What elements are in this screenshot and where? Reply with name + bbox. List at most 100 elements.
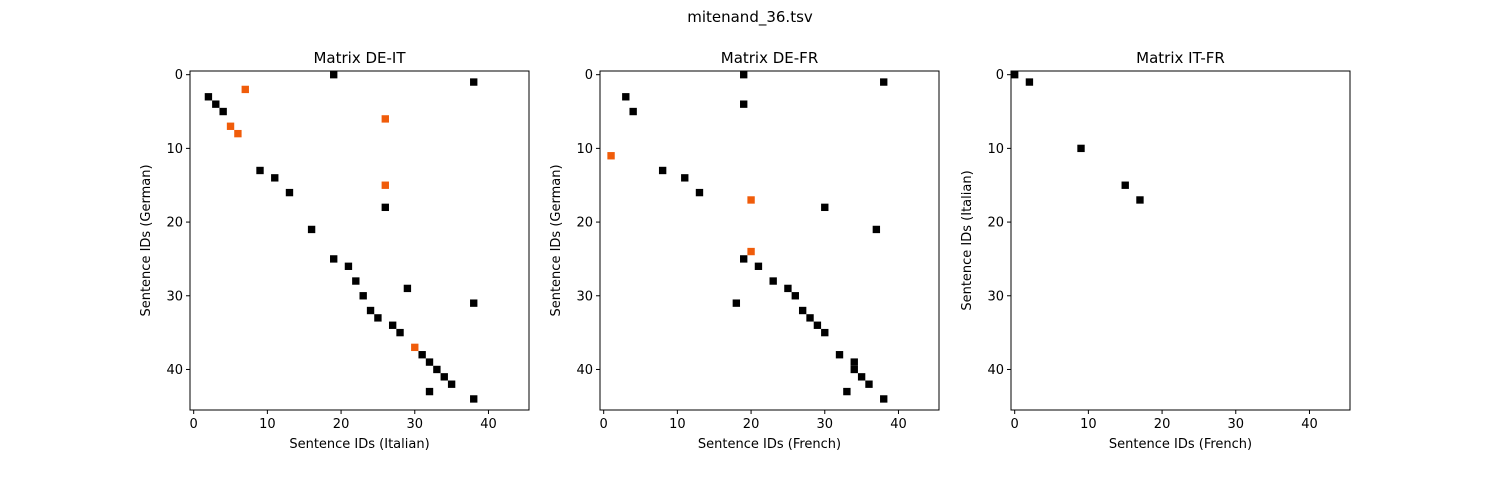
it-fr-cell xyxy=(1121,181,1129,189)
de-it-cell xyxy=(388,321,397,329)
de-it-cell xyxy=(212,100,220,108)
de-it-cell xyxy=(470,78,478,86)
panel-de-it: 0 10 20 30 40 0 10 20 30 40 Matrix DE-IT Sentence I… xyxy=(139,49,530,452)
it-fr-y-axis-label: Sentence IDs (Italian) xyxy=(960,170,975,310)
it-fr-cell xyxy=(1136,196,1144,204)
de-fr-cell xyxy=(607,152,615,160)
de-fr-x-tick-label: 40 xyxy=(890,417,907,432)
de-it-cell xyxy=(307,225,316,234)
de-fr-cell xyxy=(813,321,822,329)
de-fr-y-tick-label: 10 xyxy=(576,142,593,157)
it-fr-y-tick-label: 10 xyxy=(987,142,1004,157)
de-fr-cell xyxy=(798,306,807,315)
it-fr-title: Matrix IT-FR xyxy=(1136,49,1225,67)
it-fr-x-tick-label: 30 xyxy=(1227,417,1244,432)
de-it-cell xyxy=(226,122,235,130)
de-fr-cell xyxy=(681,174,689,182)
panel-it-fr: 0 10 20 30 40 0 10 20 30 40 Matrix IT-FR Sentence I… xyxy=(960,49,1351,452)
de-it-cell xyxy=(425,387,434,396)
de-it-cell xyxy=(470,395,478,403)
de-it-plot-area xyxy=(190,71,529,410)
de-it-y-tick-label: 30 xyxy=(166,289,183,304)
de-fr-cell xyxy=(865,380,873,388)
de-fr-x-tick-label: 10 xyxy=(669,417,686,432)
de-fr-cell xyxy=(740,71,748,79)
it-fr-axes-frame xyxy=(1010,70,1351,411)
de-fr-x-tick-label: 20 xyxy=(743,417,760,432)
de-it-cell xyxy=(359,292,367,300)
it-fr-plot-area xyxy=(1011,71,1350,410)
de-it-axes-frame xyxy=(189,70,530,411)
de-fr-cell xyxy=(769,277,777,285)
de-it-title: Matrix DE-IT xyxy=(313,49,406,67)
de-it-cell xyxy=(330,255,338,263)
de-fr-cell xyxy=(872,225,881,234)
it-fr-y-tick-label: 0 xyxy=(996,68,1004,83)
de-fr-y-tick-label: 40 xyxy=(576,363,593,378)
de-fr-cell xyxy=(658,166,667,175)
de-fr-cell xyxy=(821,203,829,212)
it-fr-x-axis-label: Sentence IDs (French) xyxy=(1109,437,1252,452)
it-fr-x-tick-label: 0 xyxy=(1011,417,1019,432)
de-fr-y-tick-label: 0 xyxy=(585,68,593,83)
de-it-cell xyxy=(366,306,375,315)
de-it-x-tick-label: 10 xyxy=(259,417,276,432)
de-it-cell xyxy=(352,277,360,285)
de-it-cell xyxy=(381,115,389,123)
de-fr-cell xyxy=(740,255,748,263)
de-it-cell xyxy=(234,129,242,138)
de-fr-cell xyxy=(843,387,851,396)
de-fr-cell xyxy=(629,107,637,116)
de-it-cell xyxy=(241,85,249,94)
de-fr-cell xyxy=(806,314,814,322)
de-it-cell xyxy=(447,380,456,388)
de-fr-cell xyxy=(821,328,829,337)
it-fr-x-tick-label: 40 xyxy=(1301,417,1318,432)
de-fr-x-tick-label: 30 xyxy=(816,417,833,432)
it-fr-y-tick-label: 30 xyxy=(987,289,1004,304)
de-fr-title: Matrix DE-FR xyxy=(721,49,819,67)
de-it-y-tick-label: 0 xyxy=(175,68,183,83)
de-it-cell xyxy=(219,107,227,116)
de-fr-cell xyxy=(740,100,748,108)
de-fr-cell xyxy=(747,247,755,256)
de-fr-y-tick-label: 30 xyxy=(576,289,593,304)
de-fr-cell xyxy=(880,78,888,86)
de-fr-y-axis-label: Sentence IDs (German) xyxy=(549,164,564,316)
de-fr-cell xyxy=(850,365,858,374)
de-fr-cell xyxy=(732,299,741,307)
de-it-y-tick-label: 20 xyxy=(166,216,183,231)
it-fr-cell xyxy=(1077,144,1085,153)
it-fr-y-tick-label: 20 xyxy=(987,216,1004,231)
de-fr-x-tick-label: 0 xyxy=(600,417,608,432)
de-fr-axes-frame xyxy=(599,70,940,411)
figure-suptitle: mitenand_36.tsv xyxy=(687,8,813,27)
it-fr-cell xyxy=(1011,71,1019,79)
de-it-cell xyxy=(256,166,264,175)
de-fr-cell xyxy=(695,188,704,197)
it-fr-x-tick-label: 20 xyxy=(1154,417,1171,432)
de-it-x-tick-label: 40 xyxy=(480,417,497,432)
de-it-cell xyxy=(425,358,434,366)
de-fr-x-axis-label: Sentence IDs (French) xyxy=(698,437,841,452)
de-it-cell xyxy=(381,181,389,189)
de-fr-cell xyxy=(791,292,799,300)
de-it-cell xyxy=(285,188,294,197)
de-it-cell xyxy=(204,93,213,101)
de-it-y-tick-label: 40 xyxy=(166,363,183,378)
de-fr-cell xyxy=(850,358,858,366)
de-fr-cell xyxy=(784,284,792,293)
de-it-cell xyxy=(344,262,353,270)
de-fr-cell xyxy=(747,196,755,204)
de-fr-cell xyxy=(754,262,763,270)
de-fr-cell xyxy=(857,373,866,381)
de-it-cell xyxy=(396,328,404,337)
de-fr-y-tick-label: 20 xyxy=(576,216,593,231)
de-it-cell xyxy=(271,174,279,182)
de-it-cell xyxy=(330,71,338,79)
panel-de-fr: 0 10 20 30 40 0 10 20 30 40 Matrix DE-FR Sentence I… xyxy=(549,49,940,452)
de-fr-cell xyxy=(622,93,630,101)
de-it-y-tick-label: 10 xyxy=(166,142,183,157)
it-fr-x-tick-label: 10 xyxy=(1080,417,1097,432)
